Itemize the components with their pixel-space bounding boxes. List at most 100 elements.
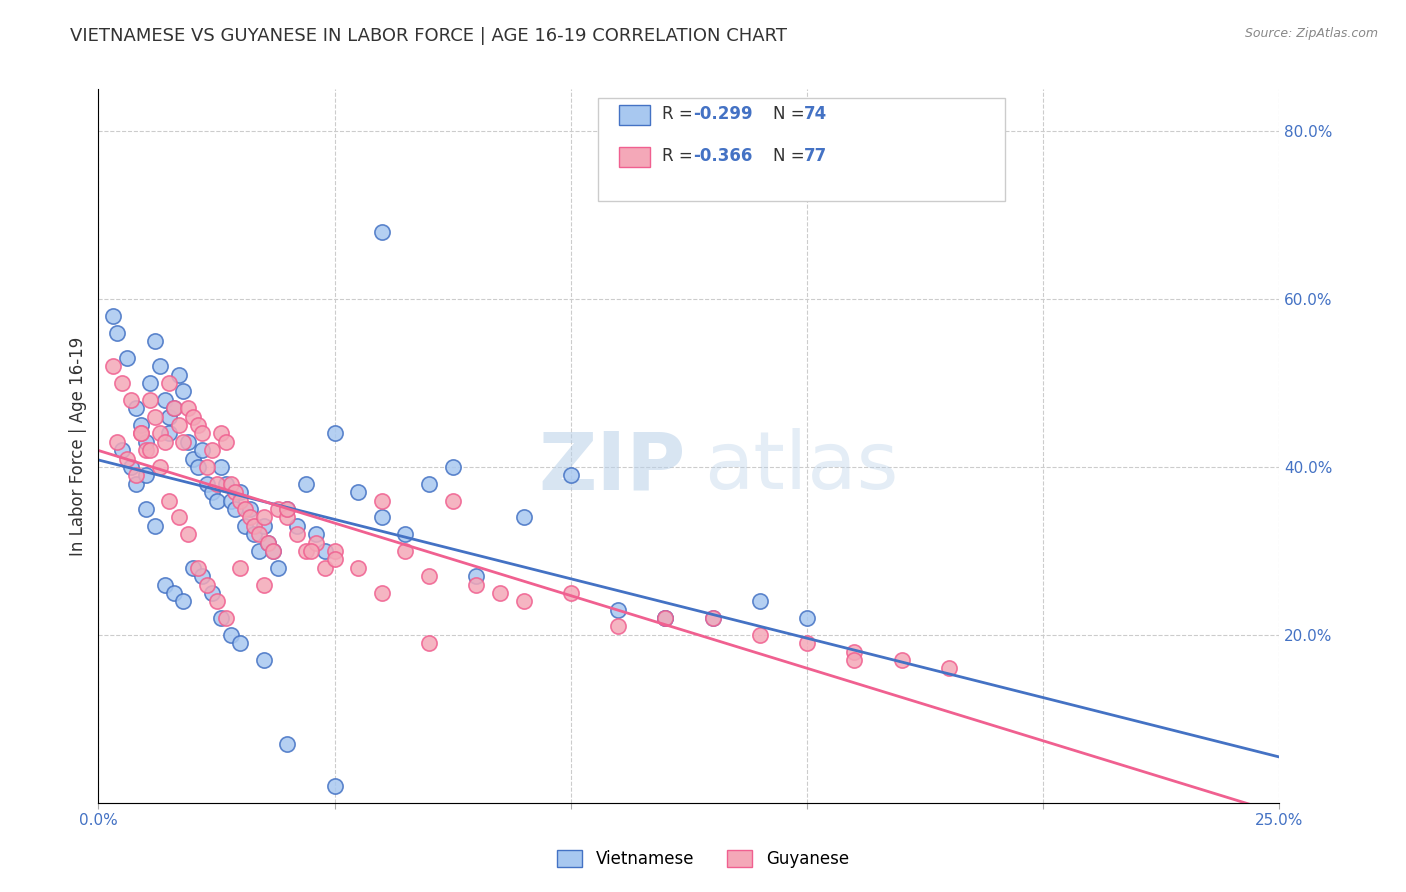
Point (157, 376, 180, 390)
Point (139, 376, 162, 390)
Point (157, 493, 180, 508)
Point (195, 460, 218, 475)
Point (844, 653, 866, 667)
Y-axis label: In Labor Force | Age 16-19: In Labor Force | Age 16-19 (69, 336, 87, 556)
Point (243, 518, 266, 533)
Point (253, 653, 276, 667)
Point (163, 401, 186, 416)
Point (305, 535, 328, 549)
Point (512, 510, 534, 524)
Text: 74: 74 (804, 105, 828, 123)
Point (125, 468, 148, 483)
Point (253, 577, 276, 591)
Point (215, 476, 238, 491)
Point (323, 544, 346, 558)
Point (143, 334, 166, 348)
Point (560, 468, 582, 483)
Point (111, 443, 134, 458)
Point (167, 417, 190, 432)
Point (101, 359, 124, 374)
Point (135, 468, 157, 483)
Text: Source: ZipAtlas.com: Source: ZipAtlas.com (1244, 27, 1378, 40)
Point (125, 401, 148, 416)
Text: -0.366: -0.366 (693, 147, 752, 165)
Point (796, 611, 818, 625)
Point (257, 535, 280, 549)
Point (121, 392, 143, 407)
Point (702, 611, 724, 625)
Point (191, 443, 214, 458)
Point (276, 737, 298, 751)
Point (153, 577, 176, 591)
Point (153, 434, 176, 449)
Text: atlas: atlas (704, 428, 898, 507)
Point (209, 426, 232, 441)
Point (233, 502, 256, 516)
Point (418, 636, 440, 650)
Point (257, 535, 280, 549)
Point (247, 527, 270, 541)
Point (323, 552, 346, 566)
Text: -0.299: -0.299 (693, 105, 752, 123)
Point (205, 476, 228, 491)
Point (299, 544, 322, 558)
Point (276, 510, 298, 524)
Point (201, 586, 224, 600)
Point (267, 560, 290, 574)
Text: VIETNAMESE VS GUYANESE IN LABOR FORCE | AGE 16-19 CORRELATION CHART: VIETNAMESE VS GUYANESE IN LABOR FORCE | … (70, 27, 787, 45)
Point (157, 409, 180, 424)
Point (347, 485, 370, 500)
Point (295, 544, 318, 558)
Point (229, 485, 252, 500)
Point (201, 443, 224, 458)
Point (239, 502, 262, 516)
Text: N =: N = (773, 147, 810, 165)
Point (748, 628, 770, 642)
Point (139, 443, 162, 458)
Point (295, 476, 318, 491)
Point (262, 544, 284, 558)
Point (654, 611, 676, 625)
Point (219, 628, 242, 642)
Point (205, 594, 228, 608)
Legend: Vietnamese, Guyanese: Vietnamese, Guyanese (551, 843, 855, 875)
Point (285, 527, 308, 541)
Point (167, 510, 190, 524)
Point (177, 527, 200, 541)
Point (135, 443, 157, 458)
Point (209, 460, 232, 475)
Point (314, 544, 336, 558)
Point (247, 544, 270, 558)
Point (844, 645, 866, 659)
Point (253, 510, 276, 524)
Point (418, 569, 440, 583)
Point (465, 569, 488, 583)
Point (187, 417, 209, 432)
Point (177, 434, 200, 449)
Point (347, 560, 370, 574)
Point (172, 434, 194, 449)
Point (139, 392, 162, 407)
Point (276, 502, 298, 516)
Point (143, 409, 166, 424)
Point (167, 368, 190, 382)
Point (441, 493, 464, 508)
Point (323, 779, 346, 793)
Point (105, 434, 128, 449)
Point (371, 586, 394, 600)
Point (201, 485, 224, 500)
Point (195, 476, 218, 491)
Point (748, 594, 770, 608)
Point (441, 460, 464, 475)
Point (177, 401, 200, 416)
Point (276, 502, 298, 516)
Point (305, 527, 328, 541)
Point (181, 451, 204, 466)
Point (215, 611, 238, 625)
Point (285, 518, 308, 533)
Point (560, 586, 582, 600)
Point (702, 611, 724, 625)
Point (205, 493, 228, 508)
Point (111, 376, 134, 390)
Point (607, 619, 630, 633)
